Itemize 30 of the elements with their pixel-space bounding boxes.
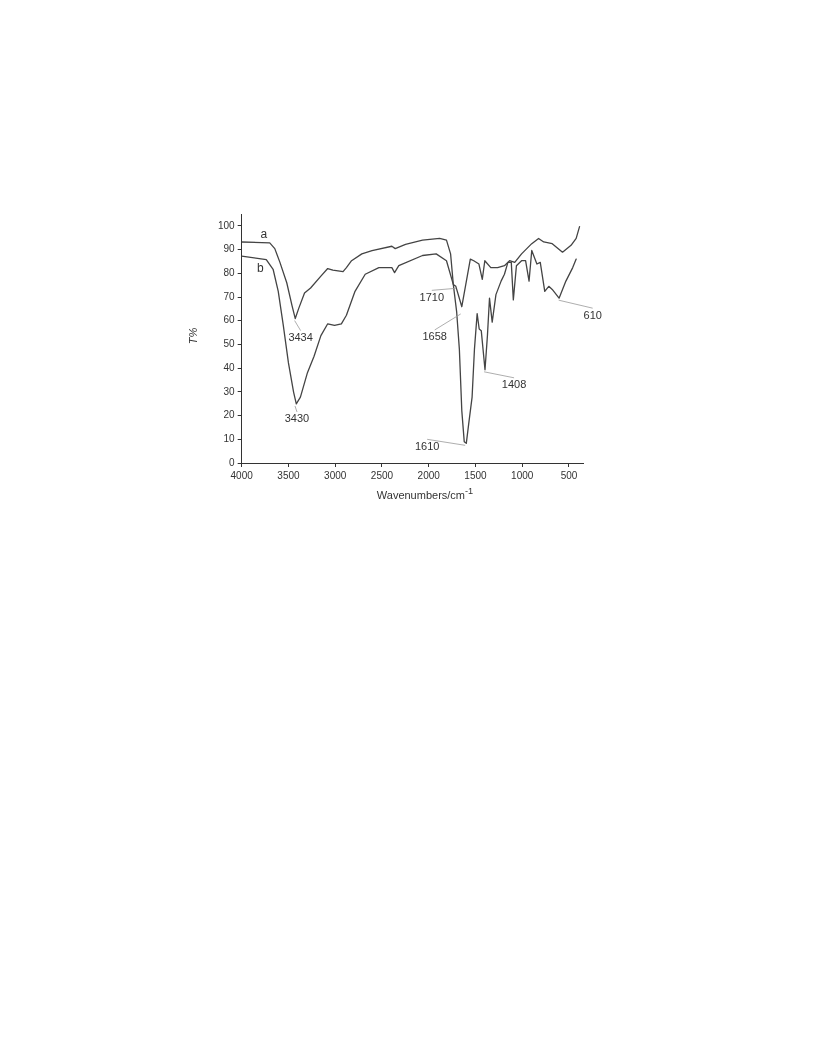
x-axis-title: Wavenumbers/cm$^{-1}$ bbox=[375, 486, 475, 501]
annotation: 1658 bbox=[422, 330, 447, 343]
y-axis-title: T% bbox=[187, 327, 200, 345]
x-tick-label: 2500 bbox=[370, 469, 394, 481]
y-tick-label: 80 bbox=[223, 267, 236, 279]
x-tick-label: 2000 bbox=[417, 469, 441, 481]
x-tick-label: 4000 bbox=[230, 469, 254, 481]
y-tick-label: 10 bbox=[223, 433, 236, 445]
series-label: a bbox=[260, 227, 268, 242]
x-tick-label: 3500 bbox=[277, 469, 300, 481]
annotation: 1408 bbox=[501, 378, 527, 391]
x-tick-label: 1500 bbox=[464, 469, 488, 481]
y-tick-label: 100 bbox=[218, 219, 236, 231]
series-label: b bbox=[256, 260, 264, 275]
y-tick-label: 20 bbox=[223, 409, 236, 421]
x-tick-label: 500 bbox=[560, 469, 578, 481]
annotation: 3430 bbox=[284, 412, 310, 425]
y-tick-label: 90 bbox=[223, 243, 236, 255]
y-tick-label: 60 bbox=[223, 314, 236, 326]
y-tick-label: 50 bbox=[223, 338, 236, 350]
x-tick-label: 1000 bbox=[511, 469, 534, 481]
y-tick-label: 40 bbox=[223, 361, 236, 373]
y-tick-label: 70 bbox=[223, 290, 236, 302]
y-tick-label: 30 bbox=[223, 385, 236, 397]
annotation: 3434 bbox=[288, 331, 313, 344]
annotation: 610 bbox=[583, 308, 602, 321]
annotation: 1610 bbox=[414, 439, 440, 452]
annotation: 1710 bbox=[419, 290, 445, 303]
x-tick-label: 3000 bbox=[324, 469, 347, 481]
y-tick-label: 0 bbox=[229, 456, 236, 468]
